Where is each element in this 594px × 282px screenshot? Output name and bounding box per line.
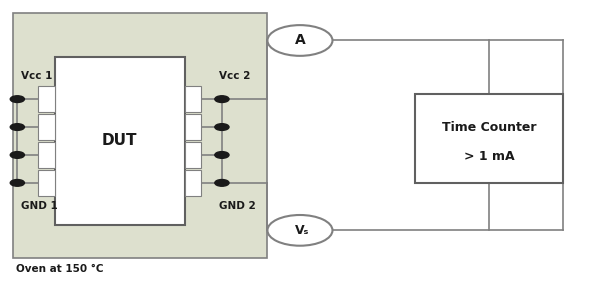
FancyBboxPatch shape (55, 57, 185, 225)
Bar (185, 114, 201, 140)
FancyBboxPatch shape (415, 94, 563, 183)
Circle shape (10, 124, 24, 130)
Text: GND 1: GND 1 (21, 201, 58, 211)
Circle shape (10, 180, 24, 186)
Circle shape (10, 152, 24, 158)
FancyBboxPatch shape (13, 13, 267, 258)
Bar (38, 86, 55, 113)
Text: > 1 mA: > 1 mA (464, 149, 514, 163)
Text: DUT: DUT (102, 133, 137, 149)
Circle shape (267, 215, 333, 246)
Bar (38, 114, 55, 140)
Bar (38, 169, 55, 196)
Circle shape (215, 96, 229, 102)
Circle shape (215, 152, 229, 158)
Bar (185, 142, 201, 168)
Text: Vcc 2: Vcc 2 (219, 71, 250, 81)
Circle shape (10, 96, 24, 102)
Circle shape (267, 25, 333, 56)
Bar (185, 169, 201, 196)
Text: Vcc 1: Vcc 1 (21, 71, 53, 81)
Circle shape (215, 180, 229, 186)
Text: Vₛ: Vₛ (295, 224, 309, 237)
Circle shape (215, 124, 229, 130)
Text: A: A (295, 34, 305, 47)
Text: Oven at 150 °C: Oven at 150 °C (16, 264, 104, 274)
Text: Time Counter: Time Counter (442, 121, 536, 134)
Bar (38, 142, 55, 168)
Bar (185, 86, 201, 113)
Text: GND 2: GND 2 (219, 201, 255, 211)
